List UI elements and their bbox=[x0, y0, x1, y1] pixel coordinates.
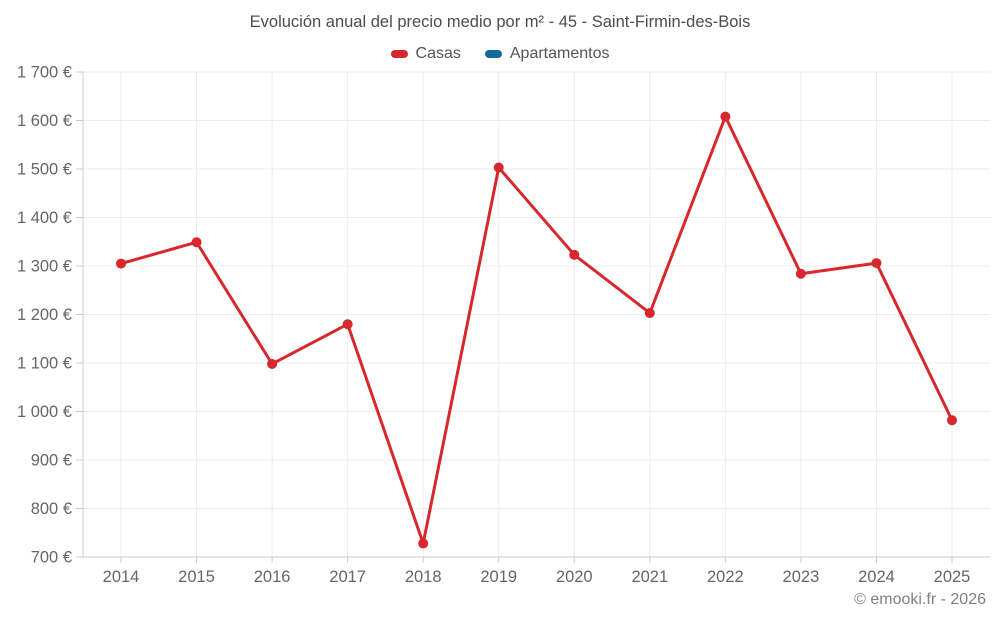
x-tick-label: 2018 bbox=[405, 568, 442, 586]
y-tick-label: 1 100 € bbox=[17, 355, 72, 373]
y-tick-label: 900 € bbox=[31, 452, 72, 470]
x-tick-label: 2023 bbox=[783, 568, 820, 586]
legend-item-apartamentos[interactable]: Apartamentos bbox=[484, 45, 610, 63]
data-point-2014[interactable] bbox=[116, 258, 126, 269]
x-tick-label: 2022 bbox=[707, 568, 744, 586]
y-tick-label: 1 400 € bbox=[17, 209, 72, 227]
y-tick-label: 700 € bbox=[31, 549, 72, 567]
legend-item-casas[interactable]: Casas bbox=[390, 45, 461, 63]
data-point-2022[interactable] bbox=[720, 111, 731, 122]
data-point-2015[interactable] bbox=[191, 237, 202, 248]
y-tick-label: 800 € bbox=[31, 500, 72, 518]
x-tick-label: 2024 bbox=[858, 568, 895, 586]
chart-title: Evolución anual del precio medio por m² … bbox=[249, 13, 751, 31]
data-point-2024[interactable] bbox=[871, 258, 882, 269]
data-point-2020[interactable] bbox=[569, 249, 580, 260]
y-tick-label: 1 000 € bbox=[17, 403, 72, 421]
data-point-2021[interactable] bbox=[644, 308, 655, 319]
y-tick-label: 1 300 € bbox=[17, 258, 72, 276]
chart-legend: Casas Apartamentos bbox=[0, 45, 1000, 63]
y-tick-label: 1 500 € bbox=[17, 161, 72, 179]
legend-swatch-casas-icon bbox=[390, 50, 408, 58]
y-tick-label: 1 200 € bbox=[17, 306, 72, 324]
series-line-casas bbox=[119, 115, 954, 545]
x-tick-label: 2016 bbox=[254, 568, 291, 586]
data-point-2016[interactable] bbox=[267, 358, 278, 369]
copyright-text: © emooki.fr - 2026 bbox=[854, 591, 986, 608]
legend-swatch-apartamentos-icon bbox=[484, 50, 502, 58]
x-tick-label: 2015 bbox=[178, 568, 215, 586]
legend-label-casas: Casas bbox=[415, 45, 461, 62]
x-tick-label: 2017 bbox=[329, 568, 366, 586]
data-point-2018[interactable] bbox=[418, 538, 429, 549]
y-tick-label: 1 600 € bbox=[17, 112, 72, 130]
x-tick-label: 2025 bbox=[934, 568, 971, 586]
data-point-2019[interactable] bbox=[493, 162, 504, 173]
y-tick-label: 1 700 € bbox=[17, 64, 72, 82]
x-tick-label: 2019 bbox=[480, 568, 517, 586]
x-tick-label: 2014 bbox=[103, 568, 140, 586]
legend-label-apartamentos: Apartamentos bbox=[509, 45, 610, 62]
data-point-2023[interactable] bbox=[795, 268, 806, 279]
x-tick-label: 2021 bbox=[631, 568, 668, 586]
x-tick-label: 2020 bbox=[556, 568, 593, 586]
data-point-2017[interactable] bbox=[342, 319, 353, 330]
data-point-2025[interactable] bbox=[947, 415, 957, 426]
